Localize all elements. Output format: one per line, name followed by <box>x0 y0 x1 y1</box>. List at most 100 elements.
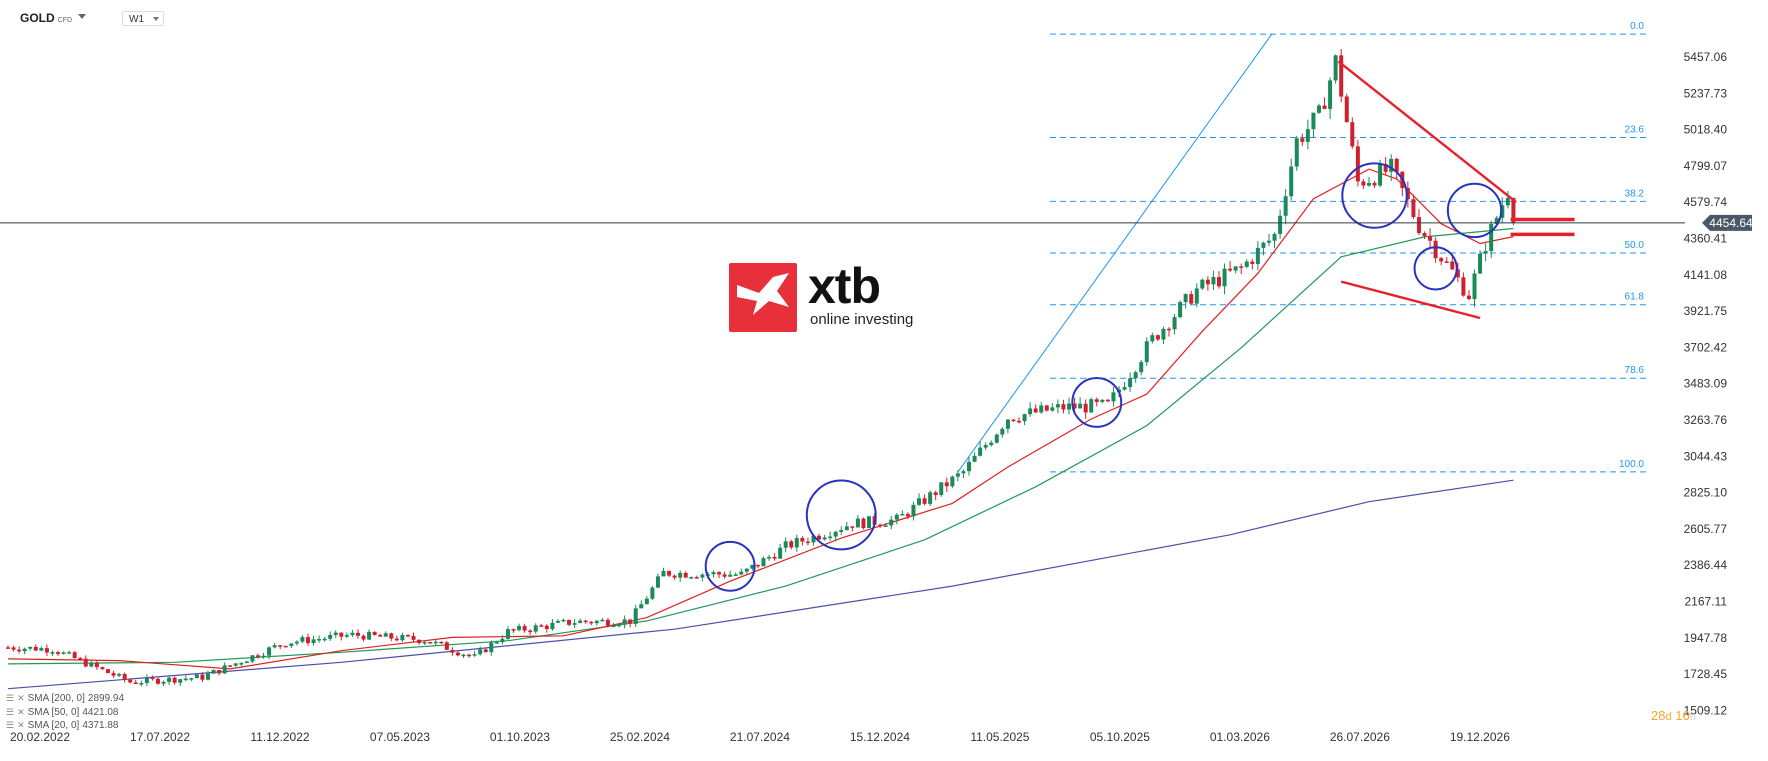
candle-body <box>194 674 199 679</box>
remove-indicator-icon[interactable]: ✕ <box>17 693 25 703</box>
indicator-settings-icon[interactable]: ☰ <box>6 693 15 703</box>
candle-body <box>978 447 983 456</box>
y-tick-label: 2825.10 <box>1684 486 1728 500</box>
sma-line <box>7 479 1514 690</box>
interval-selector[interactable]: W1 <box>122 11 164 26</box>
candle-body <box>867 516 872 528</box>
y-tick-label: 3483.09 <box>1684 377 1728 391</box>
candle-body <box>1483 251 1488 254</box>
candle-body <box>761 558 766 567</box>
candle-body <box>1200 279 1205 289</box>
candle-body <box>6 647 10 649</box>
candle-body <box>672 575 677 578</box>
trendline <box>1337 60 1517 204</box>
candle-body <box>1433 240 1438 259</box>
candle-body <box>911 504 916 517</box>
candle-body <box>667 571 672 576</box>
candle-body <box>322 638 327 641</box>
candle-body <box>989 442 994 446</box>
candle-body <box>900 513 905 516</box>
legend-row-sma50[interactable]: ☰ ✕ SMA [50, 0] 4421.08 <box>6 706 124 720</box>
candle-body <box>33 646 38 651</box>
fib-level-label: 50.0 <box>1625 240 1645 251</box>
remove-indicator-icon[interactable]: ✕ <box>17 720 25 730</box>
candle-body <box>1361 181 1366 186</box>
x-tick-label: 19.12.2026 <box>1450 730 1510 744</box>
candle-body <box>100 667 105 670</box>
candle-body <box>1355 146 1360 182</box>
legend-row-sma20[interactable]: ☰ ✕ SMA [20, 0] 4371.88 <box>6 719 124 733</box>
candle-body <box>1111 392 1116 402</box>
remove-indicator-icon[interactable]: ✕ <box>17 706 25 717</box>
y-tick-label: 4141.08 <box>1684 268 1728 282</box>
indicator-settings-icon[interactable]: ☰ <box>6 706 15 717</box>
candle-body <box>689 577 694 579</box>
candle-body <box>1261 242 1266 248</box>
fib-level-label: 0.0 <box>1630 21 1644 32</box>
candle-body <box>1216 277 1221 287</box>
y-tick-label: 2605.77 <box>1684 522 1728 536</box>
x-tick-label: 25.02.2024 <box>610 730 670 744</box>
candle-body <box>105 669 110 674</box>
candle-body <box>372 631 377 635</box>
candle-body <box>44 648 49 653</box>
candle-body <box>822 537 827 540</box>
candle-body <box>233 663 238 666</box>
trendline <box>1340 280 1481 320</box>
candle-body <box>489 642 494 653</box>
candle-body <box>1416 217 1421 234</box>
candle-body <box>250 655 255 662</box>
candle-body <box>1289 166 1294 197</box>
current-price-marker <box>1702 214 1752 231</box>
candle-body <box>261 655 266 658</box>
candle-body <box>305 637 310 644</box>
candle-body <box>144 677 149 684</box>
annotation-circle <box>1341 162 1408 229</box>
candle-body <box>1022 414 1027 422</box>
current-price-label: 4454.64 <box>1709 216 1753 230</box>
candle-body <box>1222 268 1227 287</box>
candle-body <box>89 662 94 667</box>
y-tick-label: 1509.12 <box>1684 703 1728 717</box>
candle-body <box>1422 233 1427 237</box>
legend-row-sma200[interactable]: ☰ ✕ SMA [200, 0] 2899.94 <box>6 692 124 706</box>
legend-value: 2899.94 <box>87 693 125 704</box>
candle-body <box>967 461 972 472</box>
candle-body <box>1144 341 1149 363</box>
x-tick-label: 11.12.2022 <box>250 730 309 744</box>
candle-body <box>117 673 122 676</box>
candle-body <box>1294 138 1299 167</box>
candle-body <box>633 608 638 624</box>
candle-body <box>289 643 294 646</box>
candle-body <box>789 541 794 548</box>
candle-body <box>728 574 733 577</box>
candle-body <box>655 576 660 588</box>
candle-body <box>239 663 244 665</box>
fib-impulse-line <box>957 33 1273 473</box>
x-tick-label: 17.07.2022 <box>130 730 190 744</box>
candle-body <box>500 638 505 643</box>
candle-body <box>267 647 272 656</box>
candle-body <box>817 535 822 540</box>
candle-body <box>883 525 888 527</box>
candle-body <box>55 652 60 654</box>
candle-body <box>1100 399 1105 402</box>
candle-body <box>94 662 99 668</box>
candle-body <box>217 670 222 674</box>
candle-body <box>211 670 216 674</box>
symbol-dropdown-icon[interactable] <box>78 14 86 19</box>
candle-body <box>1383 163 1388 172</box>
candle-body <box>683 572 688 578</box>
candle-body <box>1028 408 1033 415</box>
candle-body <box>639 604 644 609</box>
candle-body <box>1305 129 1310 142</box>
candle-body <box>617 624 622 627</box>
indicator-settings-icon[interactable]: ☰ <box>6 720 15 730</box>
candle-body <box>133 682 138 684</box>
candle-body <box>1011 419 1016 422</box>
candle-body <box>544 625 549 630</box>
symbol-name: GOLD <box>20 11 55 25</box>
symbol-selector[interactable]: GOLD CFD <box>20 11 72 25</box>
candle-body <box>694 577 699 579</box>
